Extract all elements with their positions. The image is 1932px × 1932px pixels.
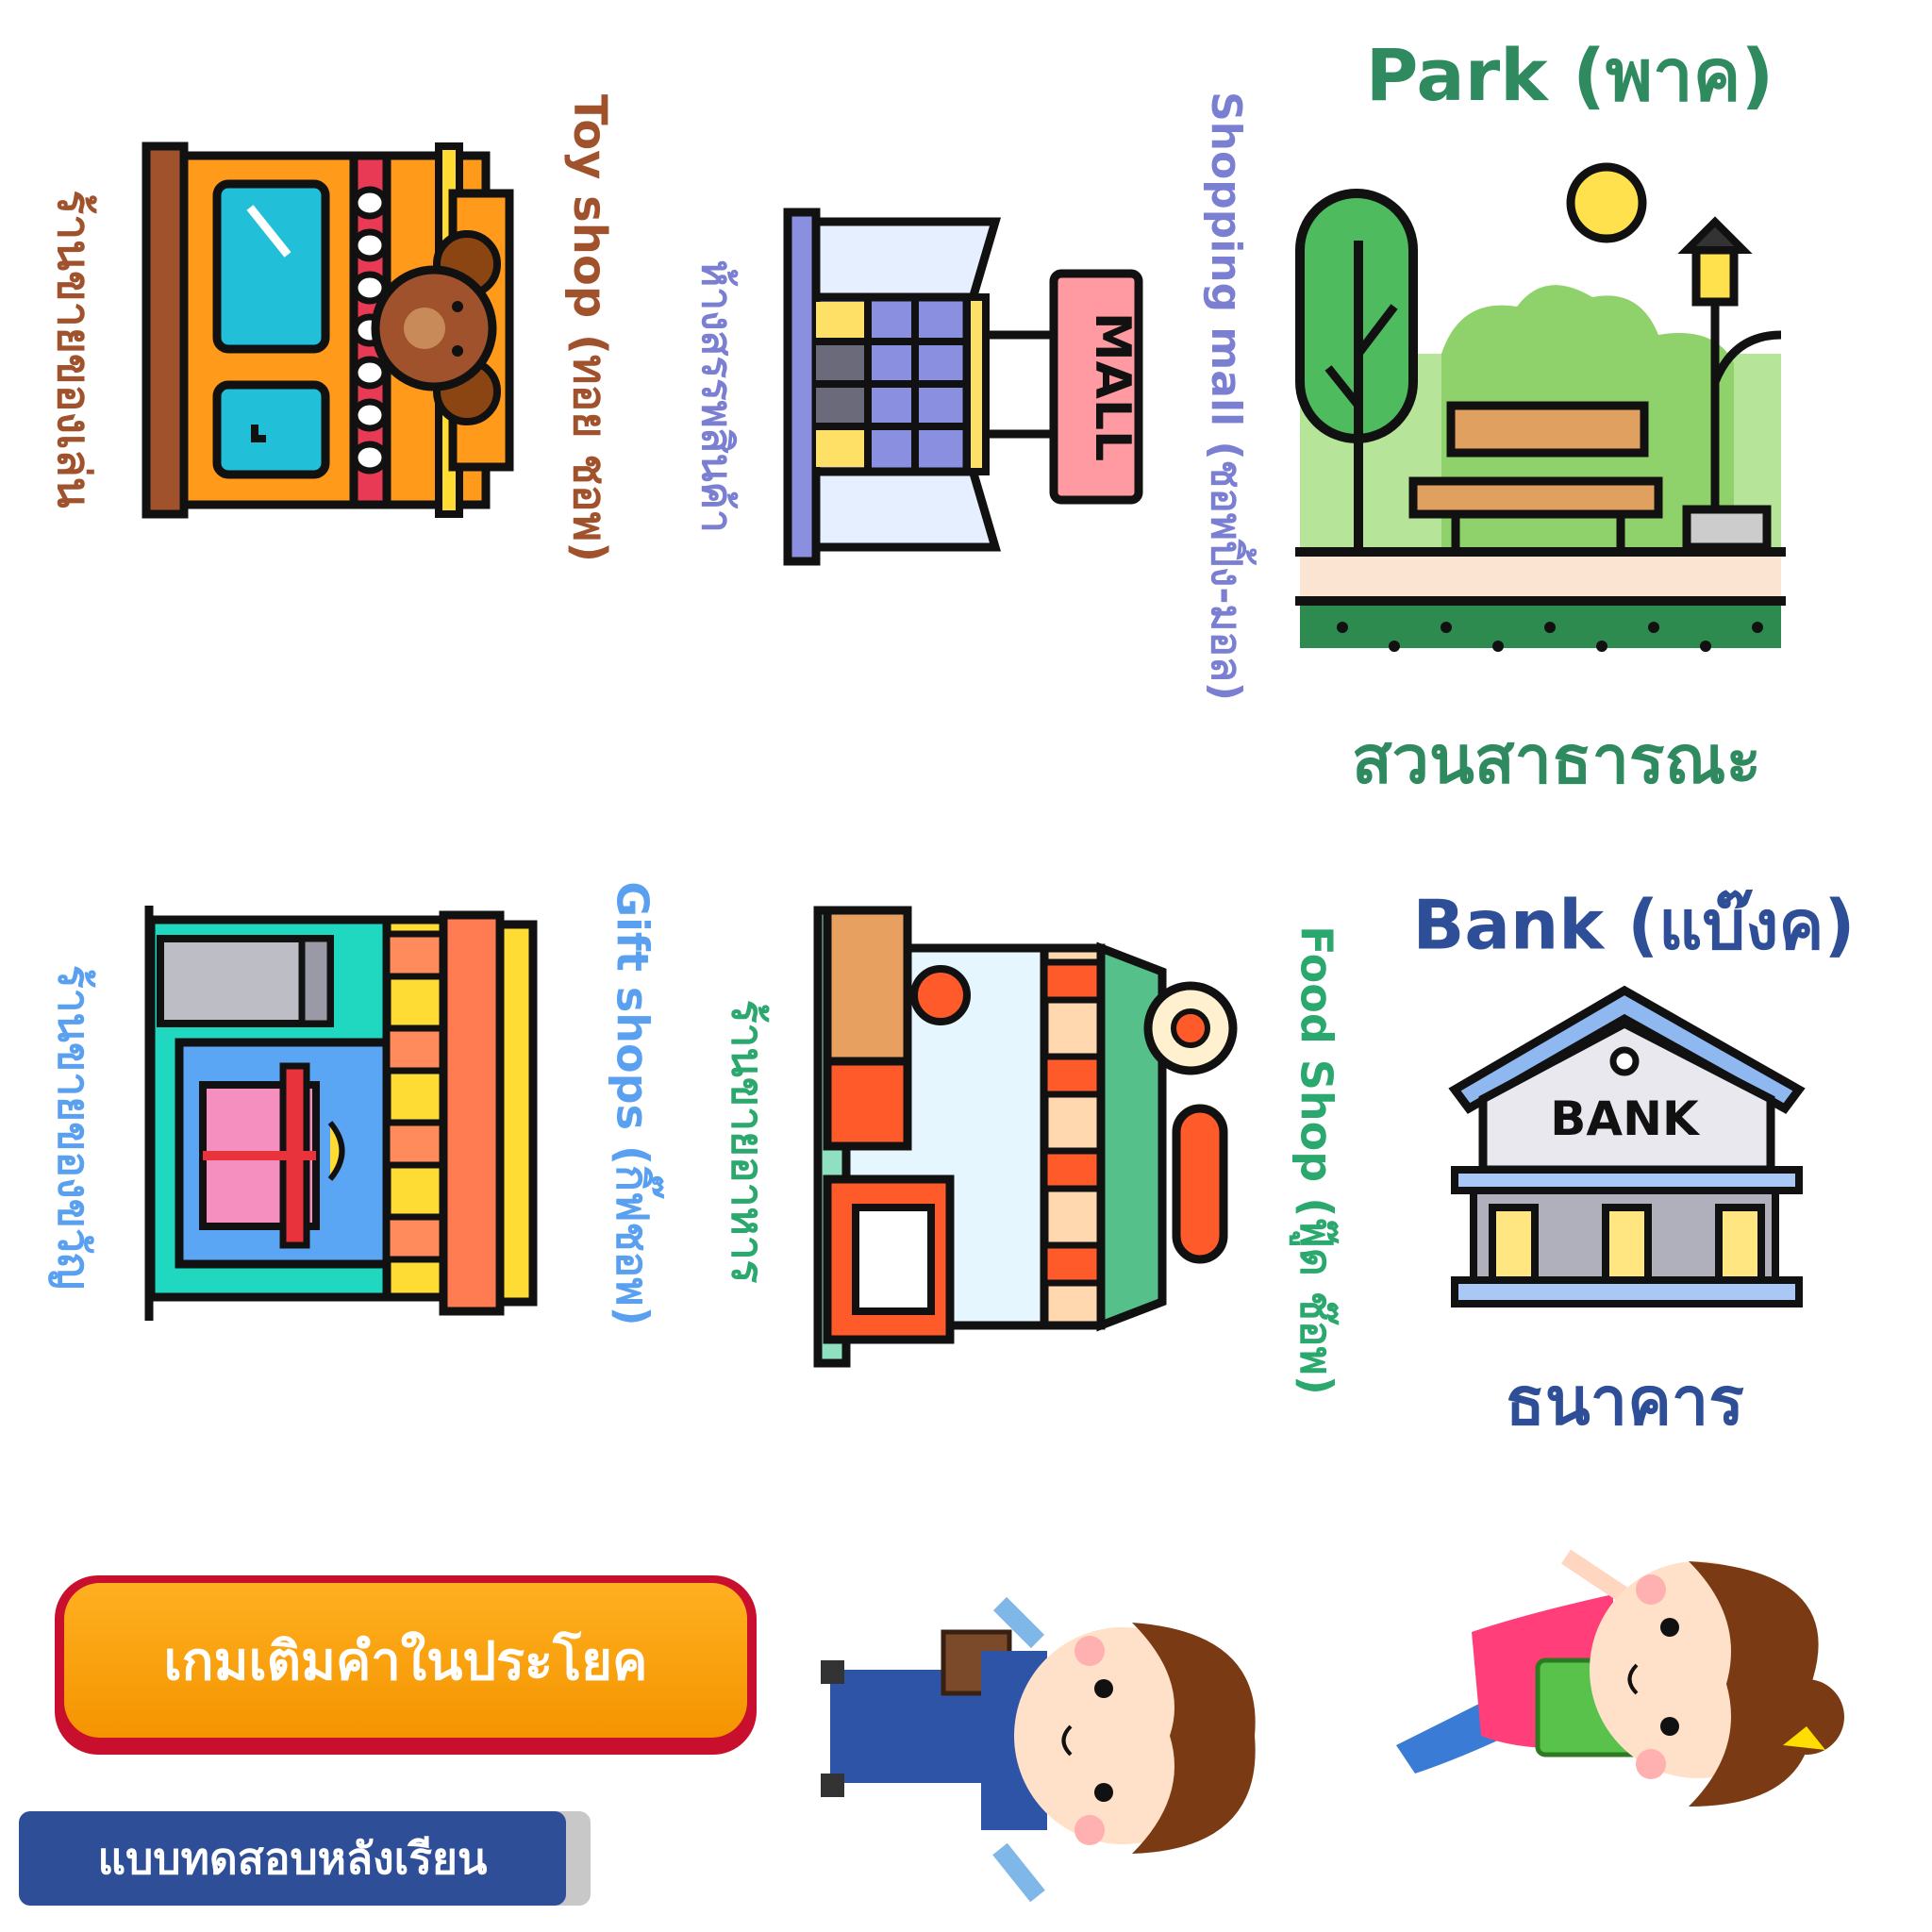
food-thai-label: ร้านขายอาหาร <box>722 999 774 1284</box>
gift-shop-icon <box>144 906 538 1321</box>
bank-thai-label: ธนาคาร <box>1505 1362 1744 1441</box>
fill-in-game-button[interactable]: เกมเติมคำในประโยค <box>55 1575 757 1755</box>
gift-thai-label: ร้านขายของขวัญ <box>48 964 100 1291</box>
fill-in-game-button-face: เกมเติมคำในประโยค <box>64 1583 747 1738</box>
bank-title: Bank (แบ๊งค) <box>1412 885 1856 965</box>
park-thai-label: สวนสาธารณะ <box>1351 721 1762 799</box>
post-test-button[interactable]: แบบทดสอบหลังเรียน <box>19 1811 566 1906</box>
girl-character-icon <box>1396 1549 1844 1807</box>
park-title: Park (พาค) <box>1365 33 1774 117</box>
food-shop-icon <box>813 906 1238 1368</box>
bank-sign-text: BANK <box>1550 1091 1701 1146</box>
fill-in-game-button-label: เกมเติมคำในประโยค <box>163 1630 648 1692</box>
park-icon <box>1295 162 1786 652</box>
post-test-button-label: แบบทดสอบหลังเรียน <box>97 1832 488 1884</box>
boy-character-icon <box>821 1596 1256 1903</box>
shopping-mall-icon: MALL <box>783 208 1143 566</box>
gift-title: Gift shops (กิ๊ฟชอพ) <box>607 881 658 1326</box>
toy-shop-icon <box>142 142 514 519</box>
toy-thai-label: ร้านขายของเล่น <box>47 190 100 508</box>
toy-title: Toy shop (ทอย ชอพ) <box>563 93 616 563</box>
mall-title: Shopping mall (ชอพปิ้ง-มอล) <box>1202 91 1250 702</box>
mall-thai-label: ห้างสรรพสินค้า <box>692 259 741 533</box>
food-title: Food Shop (ฟู๊ด ช๊อพ) <box>1291 925 1342 1395</box>
bank-icon: BANK <box>1448 985 1806 1307</box>
mall-sign-text: MALL <box>1084 312 1141 461</box>
